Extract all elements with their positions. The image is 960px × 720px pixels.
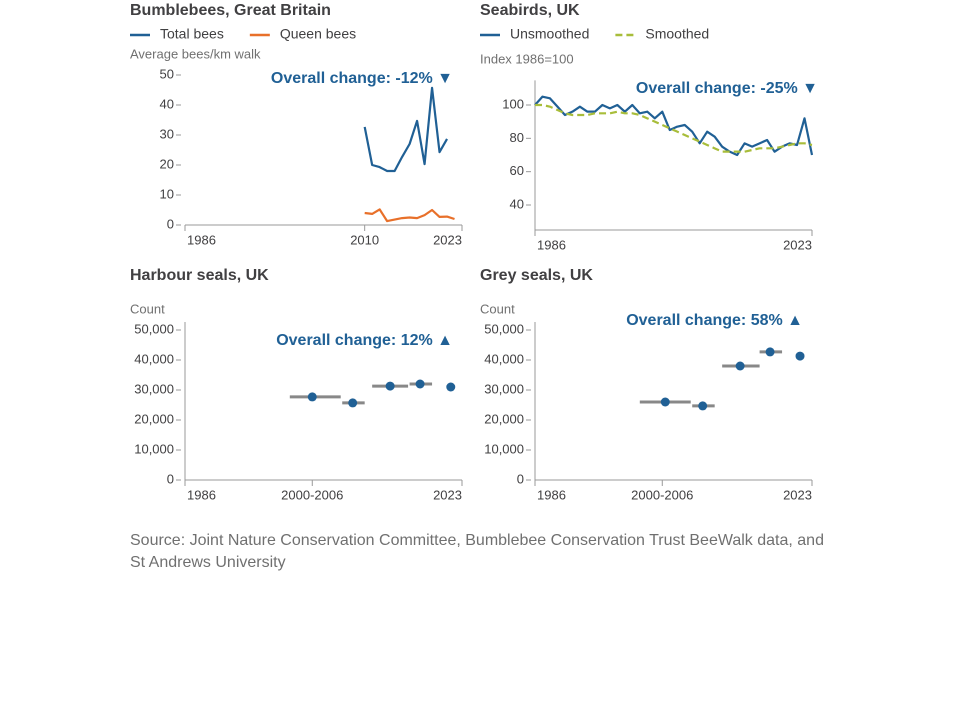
y-tick-label: 40,000 <box>484 351 524 366</box>
y-axis-label: Average bees/km walk <box>130 46 261 61</box>
y-tick-label: 20,000 <box>484 411 524 426</box>
source-note: Source: Joint Nature Conservation Commit… <box>130 532 824 571</box>
x-tick-label: 2023 <box>783 237 812 252</box>
y-axis-label: Index 1986=100 <box>480 51 574 66</box>
y-tick-label: 0 <box>517 471 524 486</box>
x-tick-label: 2023 <box>783 487 812 502</box>
y-tick-label: 80 <box>510 130 524 145</box>
y-tick-label: 40,000 <box>134 351 174 366</box>
point <box>795 351 805 361</box>
annotation: Overall change: 58% ▲ <box>626 312 803 329</box>
point <box>415 379 425 389</box>
y-tick-label: 10,000 <box>134 441 174 456</box>
point <box>446 382 456 392</box>
y-tick-label: 50 <box>160 66 174 81</box>
x-tick-label: 2023 <box>433 487 462 502</box>
x-tick-label: 2010 <box>350 232 379 247</box>
legend-label: Smoothed <box>645 26 709 42</box>
series-line <box>535 103 813 153</box>
y-tick-label: 0 <box>167 216 174 231</box>
y-tick-label: 40 <box>160 96 174 111</box>
annotation: Overall change: 12% ▲ <box>276 332 453 349</box>
point <box>698 401 708 411</box>
panel-title: Bumblebees, Great Britain <box>130 2 331 19</box>
x-tick-label: 2000-2006 <box>631 487 693 502</box>
x-tick-label: 2000-2006 <box>281 487 343 502</box>
annotation: Overall change: -12% ▼ <box>271 70 453 87</box>
legend-label: Total bees <box>160 26 224 42</box>
y-tick-label: 60 <box>510 163 524 178</box>
y-tick-label: 10,000 <box>484 441 524 456</box>
y-tick-label: 30 <box>160 126 174 141</box>
legend-label: Unsmoothed <box>510 26 589 42</box>
point <box>765 347 775 357</box>
x-tick-label: 1986 <box>187 487 216 502</box>
y-tick-label: 20 <box>160 156 174 171</box>
y-tick-label: 10 <box>160 186 174 201</box>
y-axis-label: Count <box>480 301 515 316</box>
point <box>348 398 358 408</box>
point <box>307 392 317 402</box>
x-tick-label: 1986 <box>537 237 566 252</box>
series-line <box>363 86 448 173</box>
panel-title: Seabirds, UK <box>480 2 580 19</box>
x-tick-label: 1986 <box>537 487 566 502</box>
y-tick-label: 50,000 <box>134 321 174 336</box>
point <box>735 361 745 371</box>
x-tick-label: 1986 <box>187 232 216 247</box>
series-line <box>534 95 814 157</box>
series-line <box>364 208 455 223</box>
y-tick-label: 50,000 <box>484 321 524 336</box>
legend-label: Queen bees <box>280 26 356 42</box>
y-axis-label: Count <box>130 301 165 316</box>
panel-title: Grey seals, UK <box>480 267 593 284</box>
y-tick-label: 0 <box>167 471 174 486</box>
y-tick-label: 100 <box>502 96 524 111</box>
y-tick-label: 20,000 <box>134 411 174 426</box>
x-tick-label: 2023 <box>433 232 462 247</box>
annotation: Overall change: -25% ▼ <box>636 80 818 97</box>
point <box>660 397 670 407</box>
y-tick-label: 40 <box>510 196 524 211</box>
y-tick-label: 30,000 <box>134 381 174 396</box>
point <box>385 381 395 391</box>
panel-title: Harbour seals, UK <box>130 267 269 284</box>
y-tick-label: 30,000 <box>484 381 524 396</box>
